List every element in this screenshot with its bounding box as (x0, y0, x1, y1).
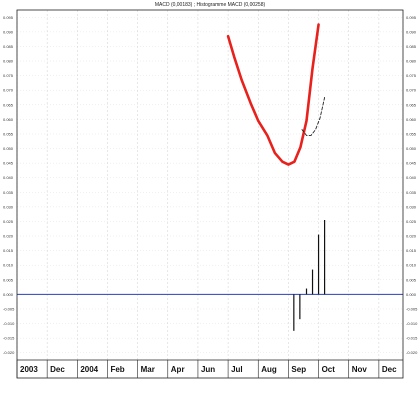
y-tick-label-left: -0.005 (3, 306, 15, 311)
y-tick-label-left: 0.000 (3, 292, 14, 297)
y-tick-label-right: 0.080 (406, 59, 417, 64)
y-tick-label-right: -0.005 (406, 306, 418, 311)
y-tick-label-left: 0.030 (3, 204, 14, 209)
y-tick-label-right: 0.065 (406, 102, 417, 107)
y-tick-label-left: -0.015 (3, 336, 15, 341)
y-tick-label-right: 0.095 (406, 15, 417, 20)
x-tick-label: Jun (201, 365, 215, 374)
y-tick-label-right: 0.060 (406, 117, 417, 122)
y-tick-label-left: 0.095 (3, 15, 14, 20)
y-tick-label-right: 0.045 (406, 161, 417, 166)
y-tick-label-left: 0.085 (3, 44, 14, 49)
y-tick-label-left: 0.060 (3, 117, 14, 122)
y-tick-label-left: 0.080 (3, 59, 14, 64)
y-tick-label-left: 0.015 (3, 248, 14, 253)
plot-frame (16, 9, 404, 379)
y-tick-label-right: 0.000 (406, 292, 417, 297)
y-tick-label-left: 0.070 (3, 88, 14, 93)
y-tick-label-right: 0.035 (406, 190, 417, 195)
chart-title: MACD (0,00183) ; Histogramme MACD (0,002… (155, 2, 266, 8)
grid (16, 10, 403, 378)
y-tick-label-left: 0.050 (3, 146, 14, 151)
y-tick-label-right: -0.020 (406, 350, 418, 355)
y-tick-label-right: 0.040 (406, 175, 417, 180)
y-tick-label-left: 0.075 (3, 73, 14, 78)
y-tick-label-left: 0.055 (3, 131, 14, 136)
y-tick-label-left: 0.025 (3, 219, 14, 224)
macd-line (226, 23, 320, 166)
y-tick-label-right: 0.025 (406, 219, 417, 224)
y-tick-label-left: 0.010 (3, 263, 14, 268)
y-tick-label-right: 0.050 (406, 146, 417, 151)
x-tick-label: Sep (291, 365, 306, 374)
y-tick-label-right: 0.055 (406, 131, 417, 136)
x-tick-label: 2003 (20, 365, 38, 374)
x-tick-label: Dec (382, 365, 397, 374)
y-tick-label-right: 0.010 (406, 263, 417, 268)
y-axis-left: 0.095 0.090 0.085 0.080 0.075 0.070 0.065 0.060… (3, 15, 15, 355)
y-tick-label-right: 0.015 (406, 248, 417, 253)
x-tick-label: 2004 (80, 365, 98, 374)
signal-line (301, 97, 326, 136)
y-tick-label-right: -0.015 (406, 336, 418, 341)
y-tick-label-right: -0.010 (406, 321, 418, 326)
y-tick-label-left: 0.020 (3, 234, 14, 239)
y-tick-label-right: 0.070 (406, 88, 417, 93)
y-tick-label-left: 0.090 (3, 29, 14, 34)
y-tick-label-left: -0.010 (3, 321, 15, 326)
y-tick-label-left: 0.045 (3, 161, 14, 166)
y-tick-label-left: 0.040 (3, 175, 14, 180)
x-tick-label: Aug (261, 365, 277, 374)
y-tick-label-right: 0.075 (406, 73, 417, 78)
y-tick-label-right: 0.005 (406, 277, 417, 282)
x-tick-label: Jul (231, 365, 243, 374)
series-group (226, 23, 326, 331)
y-axis-right: 0.095 0.090 0.085 0.080 0.075 0.070 0.065 0.060… (406, 15, 418, 355)
x-axis: 2003 Dec 2004 Feb Mar Apr Jun Jul Aug Sep Oct Nov De… (20, 365, 397, 374)
y-tick-label-right: 0.085 (406, 44, 417, 49)
y-tick-label-right: 0.030 (406, 204, 417, 209)
x-tick-label: Nov (352, 365, 368, 374)
y-tick-label-right: 0.020 (406, 234, 417, 239)
x-tick-label: Oct (322, 365, 336, 374)
y-tick-label-left: 0.065 (3, 102, 14, 107)
x-tick-label: Dec (50, 365, 65, 374)
x-tick-label: Apr (171, 365, 185, 374)
y-tick-label-left: 0.035 (3, 190, 14, 195)
x-tick-label: Mar (141, 365, 155, 374)
y-tick-label-left: 0.005 (3, 277, 14, 282)
y-tick-label-right: 0.090 (406, 29, 417, 34)
y-tick-label-left: -0.020 (3, 350, 15, 355)
x-tick-label: Feb (110, 365, 124, 374)
